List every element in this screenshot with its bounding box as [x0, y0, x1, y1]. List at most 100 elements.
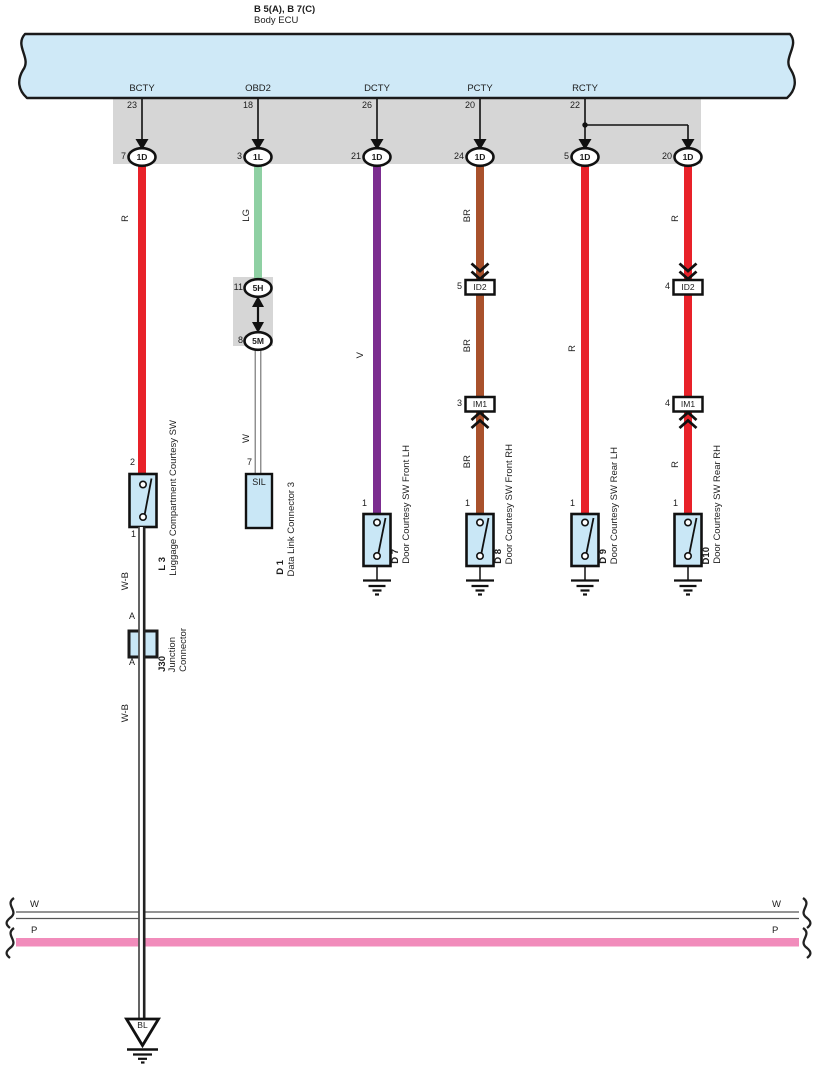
wire-label-w: W	[241, 434, 252, 443]
conn-id-c6: 1D	[682, 152, 694, 162]
bus-p-wire	[16, 938, 799, 947]
ecu-pin-obd2: 18	[242, 100, 253, 110]
d8-switch	[465, 512, 495, 596]
d10-switch	[673, 512, 703, 596]
conn-id-c2: 1L	[253, 152, 263, 162]
im1-c4-pin: 3	[456, 398, 462, 408]
ecu-terminal-dcty: DCTY	[364, 83, 390, 94]
conn-id-c3: 1D	[371, 152, 383, 162]
wire-label-br3: BR	[462, 454, 473, 468]
connector-band	[113, 98, 701, 346]
wire-label-r-c6a: R	[670, 215, 681, 222]
d7-id: D 7	[390, 549, 401, 564]
bl-ground-label: BL	[137, 1020, 148, 1030]
wire-label-r-c5: R	[567, 345, 578, 352]
bus-continuation-marks	[5, 897, 812, 959]
wire-label-r-c6b: R	[670, 461, 681, 468]
conn-id-5m: 5M	[252, 336, 264, 346]
branch-dot	[582, 122, 588, 128]
ecu-pin-dcty: 26	[361, 100, 372, 110]
wire-lg-obd2	[254, 165, 262, 280]
wire-violet-dcty	[373, 165, 381, 514]
wire-label-v: V	[355, 351, 366, 358]
ecu-pin-lines	[141, 99, 689, 141]
wire-red-rcty-2b	[684, 294, 692, 398]
bus-w-label-right: W	[772, 899, 781, 910]
d1-name: Data Link Connector 3	[286, 482, 297, 577]
wire-brown-pcty-2	[476, 294, 484, 398]
wire-red-rcty-2c	[684, 410, 692, 514]
ecu-pin-arrowheads	[135, 122, 695, 150]
j30-name-1: Junction	[167, 636, 178, 672]
bl-ground	[124, 1017, 161, 1064]
im1-c6-pin: 4	[664, 398, 670, 408]
conn-pin-c6: 20	[661, 150, 672, 161]
ecu-pin-bcty: 23	[126, 100, 137, 110]
im1-c6-id: IM1	[680, 399, 696, 409]
d9-switch	[570, 512, 600, 596]
ecu-pin-pcty: 20	[464, 100, 475, 110]
d1-pin: 7	[246, 457, 252, 467]
wire-label-br1: BR	[462, 208, 473, 222]
wire-red-rcty-1	[581, 165, 589, 514]
wire-label-wb-lower: W-B	[120, 703, 131, 722]
ecu-terminal-obd2: OBD2	[245, 83, 271, 94]
conn-pin-5m: 8	[237, 335, 243, 345]
l3-switch	[128, 472, 158, 529]
d1-sil-box	[244, 472, 274, 530]
ecu-terminal-pcty: PCTY	[467, 83, 493, 94]
d1-id: D 1	[275, 560, 286, 575]
wire-red-bcty	[138, 165, 146, 474]
d8-id: D 8	[493, 549, 504, 564]
wire-label-br2: BR	[462, 338, 473, 352]
bus-wires	[16, 911, 799, 947]
l3-pin-bottom: 1	[130, 529, 136, 539]
l3-name: Luggage Compartment Courtesy SW	[168, 420, 179, 576]
bus-p-label-right: P	[772, 925, 779, 936]
wire-label-wb-upper: W-B	[120, 571, 131, 590]
conn-pin-c1: 7	[120, 150, 126, 161]
ecu-pin-rcty: 22	[569, 100, 580, 110]
d8-name: Door Courtesy SW Front RH	[504, 443, 515, 564]
conn-id-c5: 1D	[579, 152, 591, 162]
wire-label-lg: LG	[241, 209, 252, 222]
id2-c4-id: ID2	[473, 282, 487, 292]
wire-red-rcty-2a	[684, 165, 692, 280]
id2-c4-pin: 5	[456, 281, 462, 291]
conn-id-5h: 5H	[252, 283, 264, 293]
conn-pin-5h: 11	[233, 282, 243, 292]
d1-sil-label: SIL	[252, 477, 266, 487]
d10-pin: 1	[672, 498, 678, 508]
conn-pin-c4: 24	[453, 150, 464, 161]
d10-id: D10	[701, 546, 712, 564]
wire-brown-pcty-3	[476, 410, 484, 514]
inline-connector-boxes	[464, 278, 704, 413]
id2-c6-pin: 4	[664, 281, 670, 291]
d8-pin: 1	[464, 498, 470, 508]
j30-pin-top: A	[128, 611, 135, 621]
j30-name-2: Connector	[178, 628, 189, 672]
d7-name: Door Courtesy SW Front LH	[401, 445, 412, 564]
bus-w-label-left: W	[30, 899, 39, 910]
conn-id-c1: 1D	[136, 152, 148, 162]
bus-p-label-left: P	[31, 925, 38, 936]
conn-pin-c2: 3	[236, 150, 242, 161]
conn-pin-c5: 5	[563, 150, 569, 161]
j30-pin-bottom: A	[128, 657, 135, 667]
l3-pin-top: 2	[129, 457, 135, 467]
d10-name: Door Courtesy SW Rear RH	[712, 445, 723, 564]
id2-c6-id: ID2	[681, 282, 695, 292]
wire-wb	[138, 527, 146, 1019]
d9-id: D 9	[598, 549, 609, 564]
d9-pin: 1	[569, 498, 575, 508]
conn-pin-c3: 21	[350, 150, 361, 161]
ecu-title-code: B 5(A), B 7(C)	[254, 4, 316, 15]
d7-switch	[362, 512, 392, 596]
wires	[138, 165, 692, 514]
wire-label-r-c1: R	[120, 215, 131, 222]
d7-pin: 1	[361, 498, 367, 508]
d9-name: Door Courtesy SW Rear LH	[609, 446, 620, 564]
body-ecu-block	[18, 32, 796, 100]
